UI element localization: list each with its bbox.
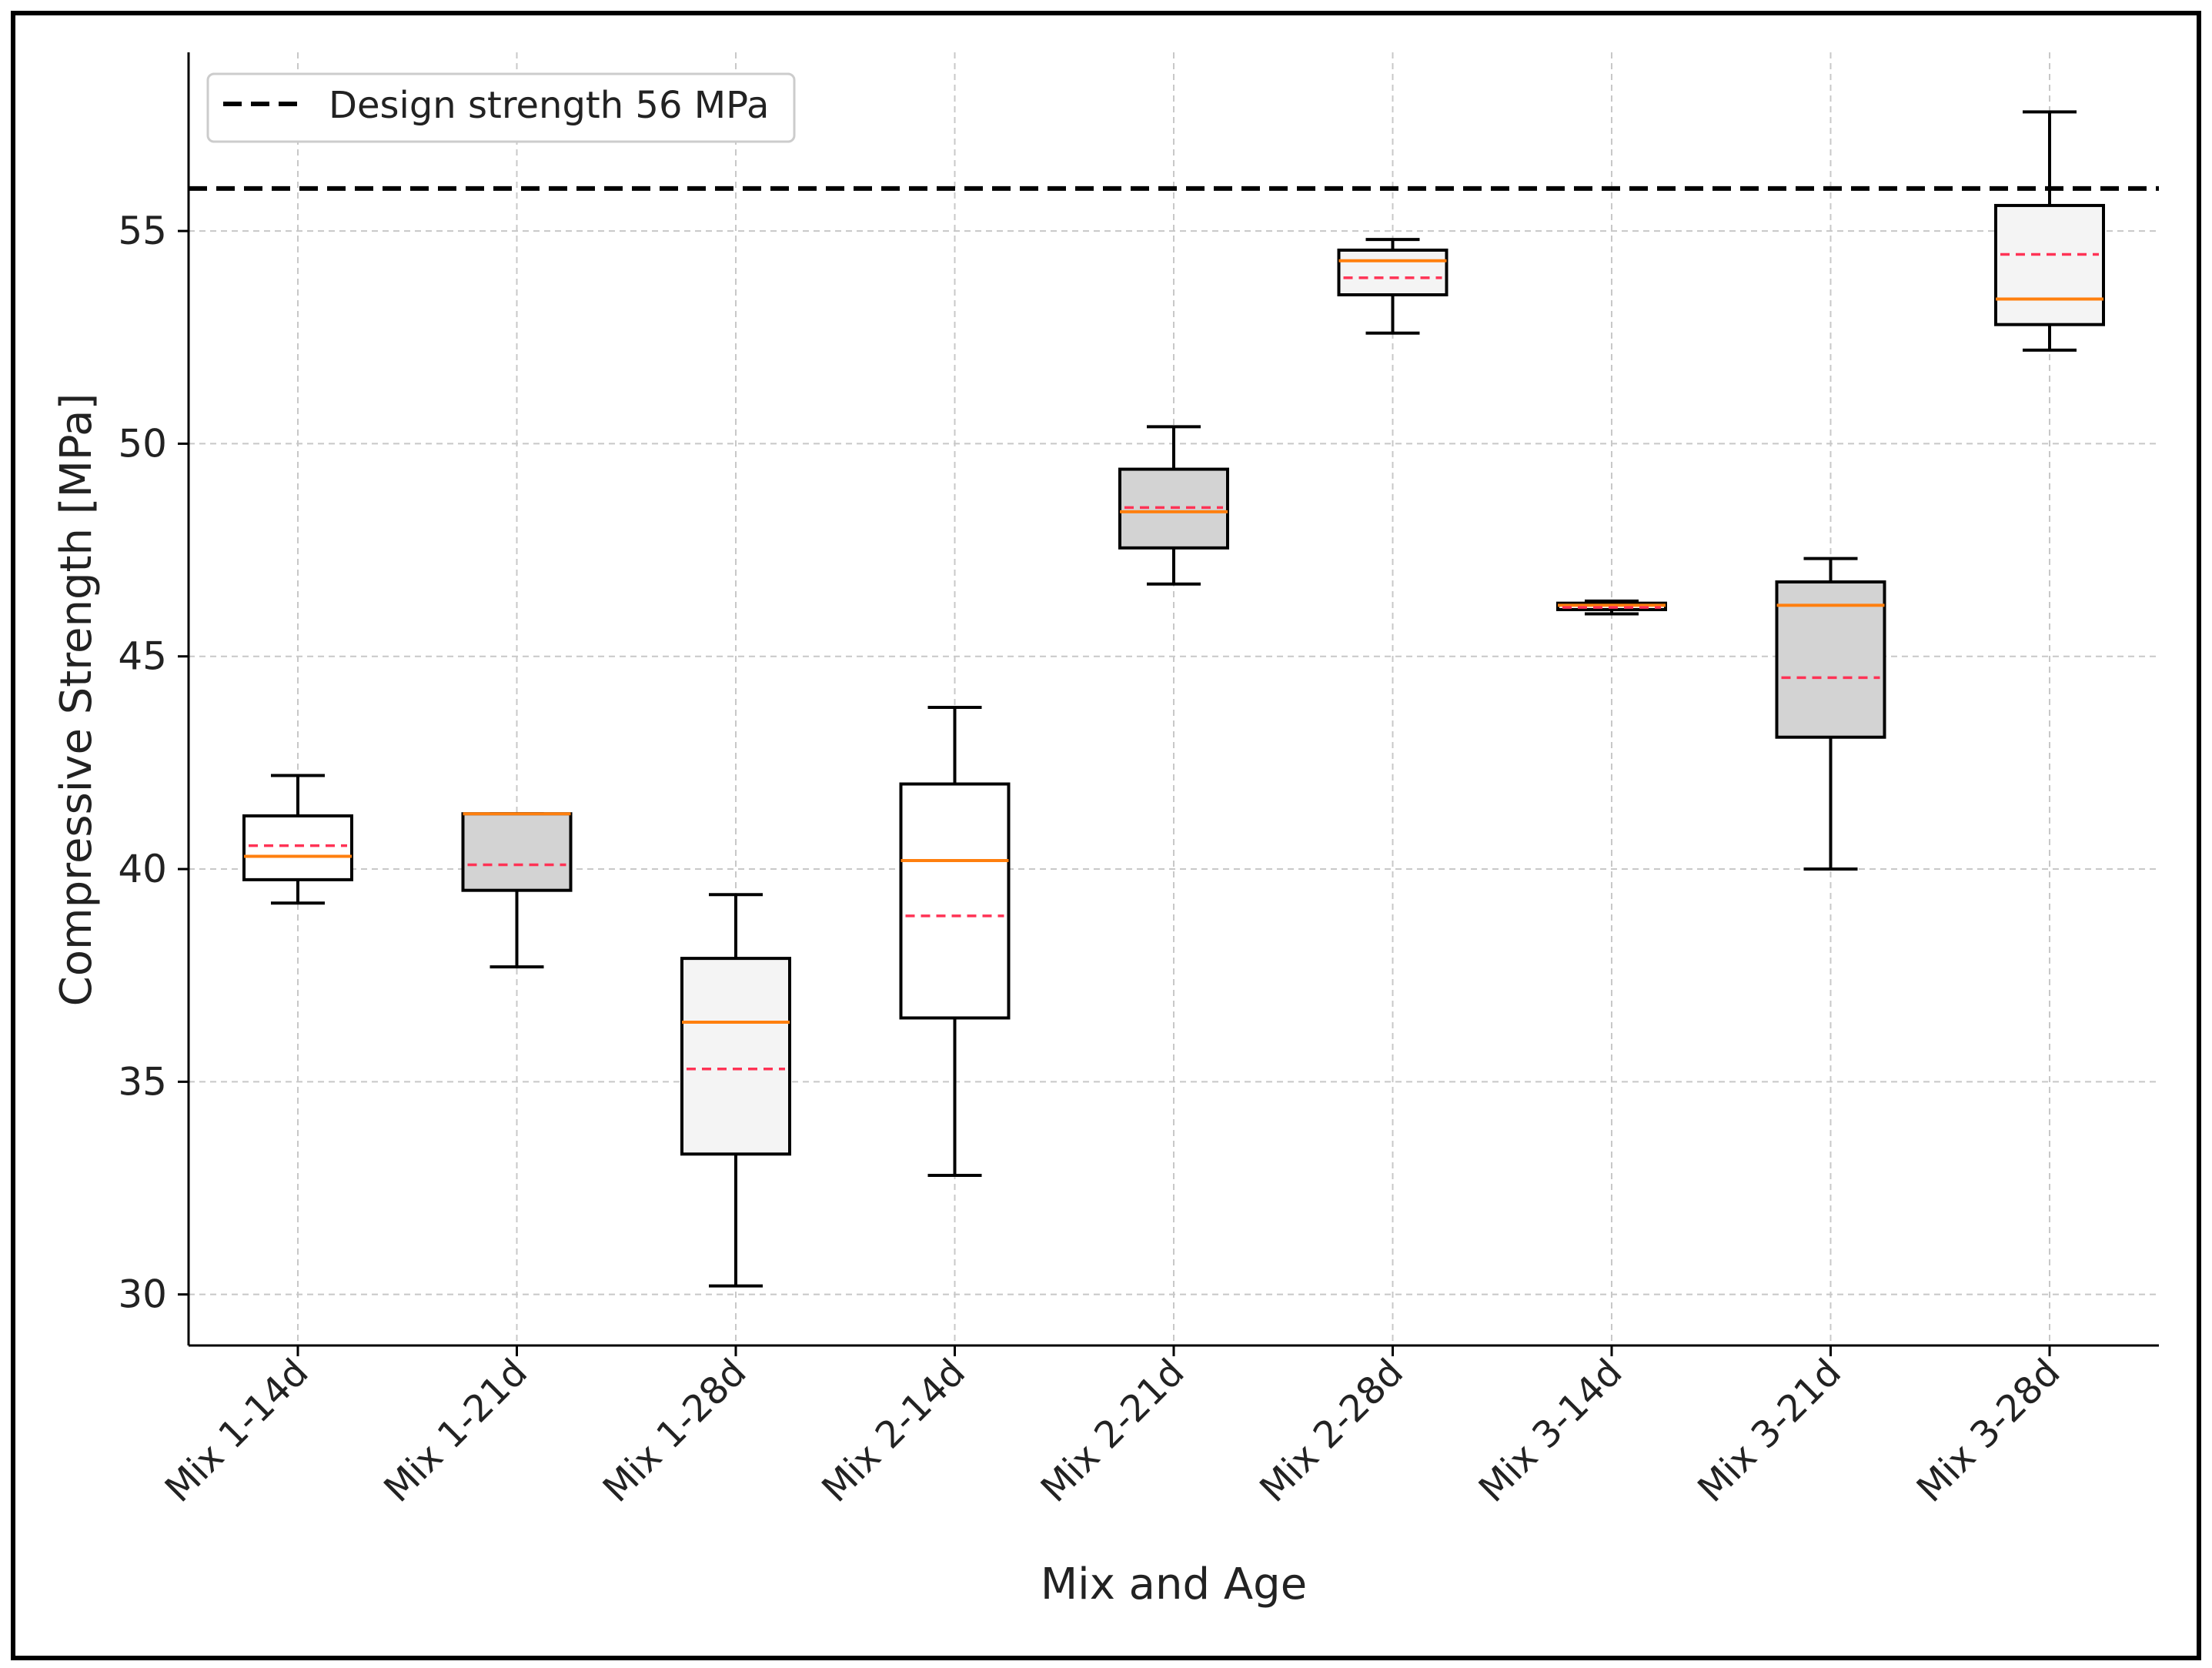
grid-lines: [189, 52, 2159, 1345]
box-iqr: [461, 812, 573, 892]
x-tick-label: Mix 1-28d: [595, 1351, 755, 1511]
box-mix-3-28d: [1994, 110, 2105, 352]
box-iqr: [1337, 248, 1448, 297]
box-mix-3-21d: [1775, 557, 1886, 871]
box-mix-1-21d: [461, 812, 573, 969]
x-tick-label: Mix 3-21d: [1689, 1351, 1849, 1511]
figure-frame: [11, 11, 2201, 1660]
y-tick-label: 40: [118, 847, 167, 891]
x-tick-label: Mix 1-21d: [376, 1351, 536, 1511]
box-iqr: [899, 782, 1011, 1020]
box-iqr: [242, 814, 353, 881]
box-iqr: [1775, 580, 1886, 739]
x-tick-label: Mix 1-14d: [157, 1351, 317, 1511]
axes-group: 30 35 40 45 50 55 Mix 1-14d Mix 1-21d Mix 1-28d M…: [118, 52, 2159, 1511]
box-mix-2-21d: [1118, 425, 1229, 586]
box-iqr: [1994, 203, 2105, 326]
legend-label: Design strength 56 MPa: [329, 84, 769, 127]
boxes-group: [242, 110, 2105, 1288]
box-mix-2-28d: [1337, 238, 1448, 335]
x-tick-label: Mix 2-21d: [1033, 1351, 1193, 1511]
box-mix-1-14d: [242, 774, 353, 905]
box-mix-1-28d: [680, 893, 791, 1288]
box-iqr: [680, 957, 791, 1156]
box-mix-3-14d: [1556, 599, 1667, 616]
y-tick-label: 45: [118, 634, 167, 679]
x-tick-label: Mix 3-28d: [1909, 1351, 2069, 1511]
x-tick-label: Mix 2-14d: [814, 1351, 974, 1511]
y-axis-label: Compressive Strength [MPa]: [52, 393, 102, 1007]
x-tick-label: Mix 3-14d: [1471, 1351, 1631, 1511]
y-tick-label: 55: [118, 209, 167, 253]
x-tick-label: Mix 2-28d: [1251, 1351, 1412, 1511]
box-mix-2-14d: [899, 706, 1011, 1177]
y-tick-label: 30: [118, 1272, 167, 1317]
y-tick-label: 50: [118, 421, 167, 466]
y-tick-label: 35: [118, 1059, 167, 1104]
legend-box: [206, 72, 796, 143]
x-axis-label: Mix and Age: [1041, 1559, 1307, 1610]
legend: Design strength 56 MPa: [206, 72, 796, 143]
